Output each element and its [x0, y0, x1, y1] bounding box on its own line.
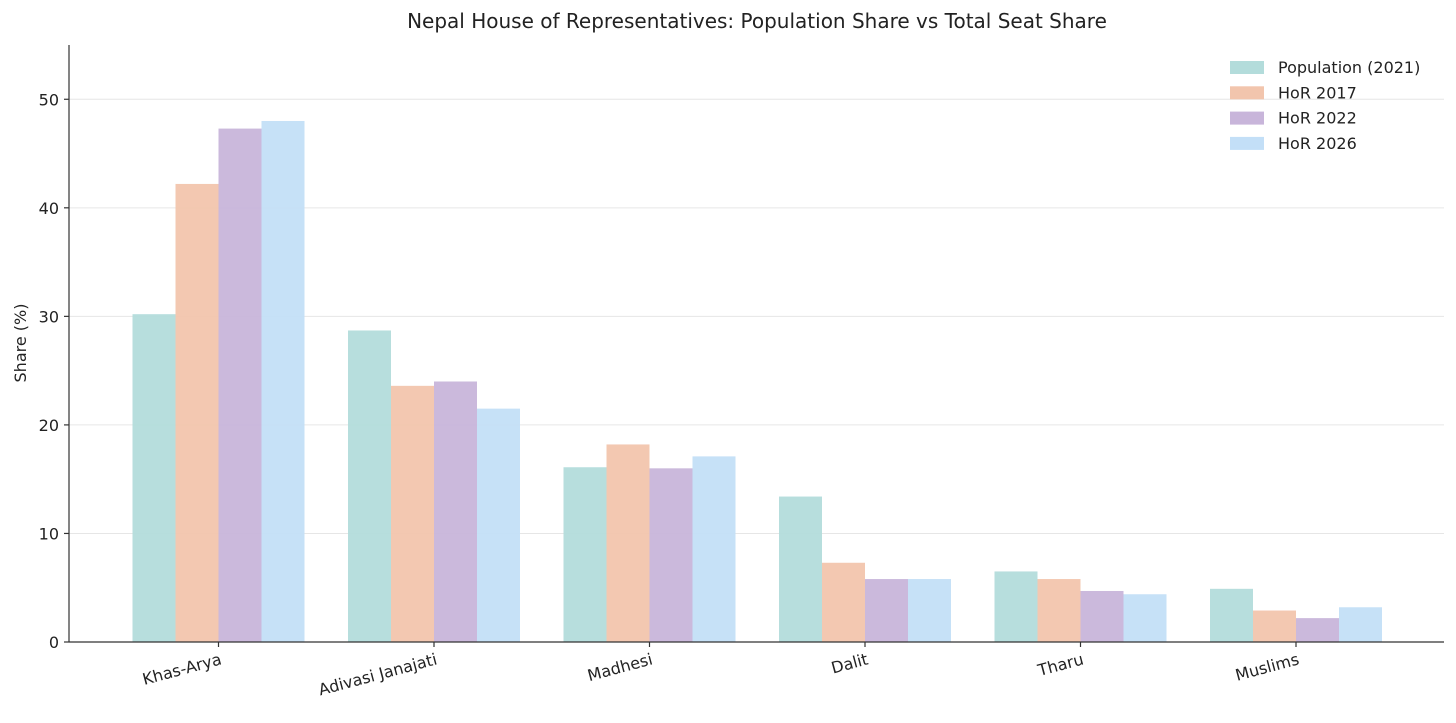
- bar-hor-2026-madhesi: [692, 456, 736, 642]
- x-tick-label: Khas-Arya: [140, 650, 223, 689]
- bar-hor-2022-tharu: [1080, 590, 1124, 642]
- legend-label: HoR 2026: [1278, 134, 1357, 153]
- y-ticks: 0 10 20 30 40 50: [39, 90, 69, 652]
- bar-hor-2022-adivasi-janajati: [434, 381, 477, 642]
- x-tick-label: Madhesi: [585, 650, 654, 686]
- chart-title: Nepal House of Representatives: Populati…: [407, 9, 1107, 33]
- axes: [68, 45, 1444, 643]
- bar-population-2021-dalit: [779, 496, 822, 642]
- bar-hor-2017-madhesi: [606, 444, 650, 642]
- legend-label: Population (2021): [1278, 58, 1420, 77]
- y-tick-label: 30: [39, 307, 59, 326]
- bar-hor-2026-adivasi-janajati: [477, 408, 520, 642]
- bar-population-2021-muslims: [1210, 588, 1253, 642]
- legend: Population (2021) HoR 2017 HoR 2022 HoR 202…: [1230, 58, 1420, 153]
- bar-hor-2026-dalit: [908, 579, 951, 642]
- bar-hor-2026-muslims: [1339, 607, 1382, 642]
- legend-swatch: [1230, 111, 1264, 125]
- bar-hor-2026-tharu: [1123, 594, 1167, 642]
- legend-label: HoR 2022: [1278, 109, 1357, 128]
- legend-label: HoR 2017: [1278, 83, 1357, 102]
- bar-hor-2017-tharu: [1037, 579, 1081, 642]
- bar-hor-2022-dalit: [865, 579, 908, 642]
- y-tick-label: 50: [39, 90, 59, 109]
- legend-swatch: [1230, 61, 1264, 74]
- legend-swatch: [1230, 86, 1264, 100]
- bar-hor-2022-madhesi: [649, 468, 693, 642]
- legend-swatch: [1230, 136, 1264, 150]
- bar-hor-2022-muslims: [1296, 618, 1339, 642]
- bar-population-2021-tharu: [994, 571, 1038, 642]
- y-tick-label: 40: [39, 199, 59, 218]
- bar-hor-2017-khas-arya: [175, 183, 219, 643]
- bar-hor-2022-khas-arya: [218, 128, 262, 642]
- y-tick-label: 20: [39, 416, 59, 435]
- bar-population-2021-adivasi-janajati: [348, 330, 391, 642]
- y-tick-label: 10: [39, 524, 59, 543]
- y-axis-label: Share (%): [11, 304, 30, 383]
- bar-population-2021-khas-arya: [132, 314, 176, 642]
- x-tick-label: Dalit: [829, 650, 870, 678]
- bar-hor-2017-muslims: [1253, 610, 1296, 642]
- x-ticks: Khas-Arya Adivasi Janajati Madhesi Dalit Tha…: [140, 642, 1301, 699]
- bar-population-2021-madhesi: [563, 467, 607, 642]
- bars: [132, 120, 1382, 643]
- bar-hor-2026-khas-arya: [261, 120, 305, 643]
- bar-hor-2017-adivasi-janajati: [391, 385, 434, 642]
- x-tick-label: Adivasi Janajati: [316, 650, 439, 700]
- x-tick-label: Tharu: [1035, 650, 1086, 681]
- x-tick-label: Muslims: [1233, 650, 1301, 685]
- bar-hor-2017-dalit: [822, 562, 865, 642]
- y-tick-label: 0: [49, 633, 59, 652]
